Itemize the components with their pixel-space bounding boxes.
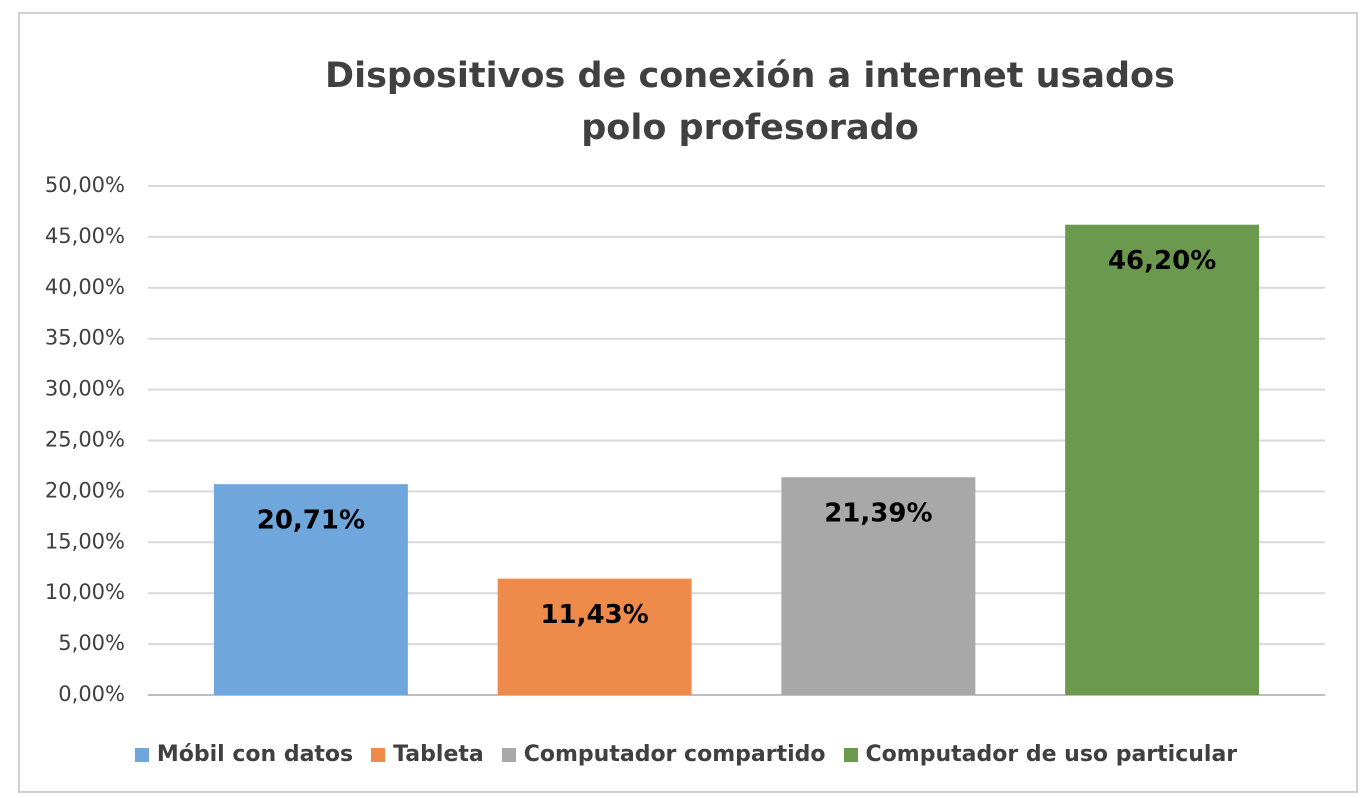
y-tick-label: 40,00%	[45, 275, 125, 299]
legend-swatch	[134, 747, 149, 762]
data-label: 11,43%	[540, 600, 648, 630]
legend-label: Computador de uso particular	[865, 742, 1238, 767]
y-tick-label: 10,00%	[45, 580, 125, 604]
legend-swatch	[501, 747, 516, 762]
legend-label: Computador compartido	[523, 742, 826, 767]
legend-item: Móbil con datos	[134, 742, 354, 767]
y-tick-label: 15,00%	[45, 529, 125, 553]
bar	[781, 477, 976, 695]
legend-item: Tableta	[371, 742, 484, 767]
bar	[497, 578, 692, 695]
legend: Móbil con datos Tableta Computador compart…	[0, 742, 1372, 767]
y-tick-label: 0,00%	[58, 682, 125, 706]
legend-swatch	[371, 747, 386, 762]
y-tick-label: 25,00%	[45, 428, 125, 452]
y-tick-label: 20,00%	[45, 478, 125, 502]
y-tick-label: 30,00%	[45, 377, 125, 401]
y-tick-label: 45,00%	[45, 224, 125, 248]
data-label: 21,39%	[824, 499, 932, 529]
y-tick-label: 50,00%	[45, 173, 125, 197]
chart-border	[18, 12, 1358, 793]
bar	[213, 484, 408, 695]
chart-title: Dispositivos de conexión a internet usad…	[325, 56, 1175, 148]
legend-item: Computador de uso particular	[843, 742, 1238, 767]
legend-item: Computador compartido	[501, 742, 826, 767]
bar	[1065, 224, 1260, 695]
data-label: 20,71%	[257, 506, 365, 536]
data-label: 46,20%	[1108, 246, 1216, 276]
y-tick-label: 5,00%	[58, 631, 125, 655]
legend-swatch	[843, 747, 858, 762]
y-tick-label: 35,00%	[45, 326, 125, 350]
legend-label: Móbil con datos	[156, 742, 354, 767]
legend-label: Tableta	[393, 742, 484, 767]
